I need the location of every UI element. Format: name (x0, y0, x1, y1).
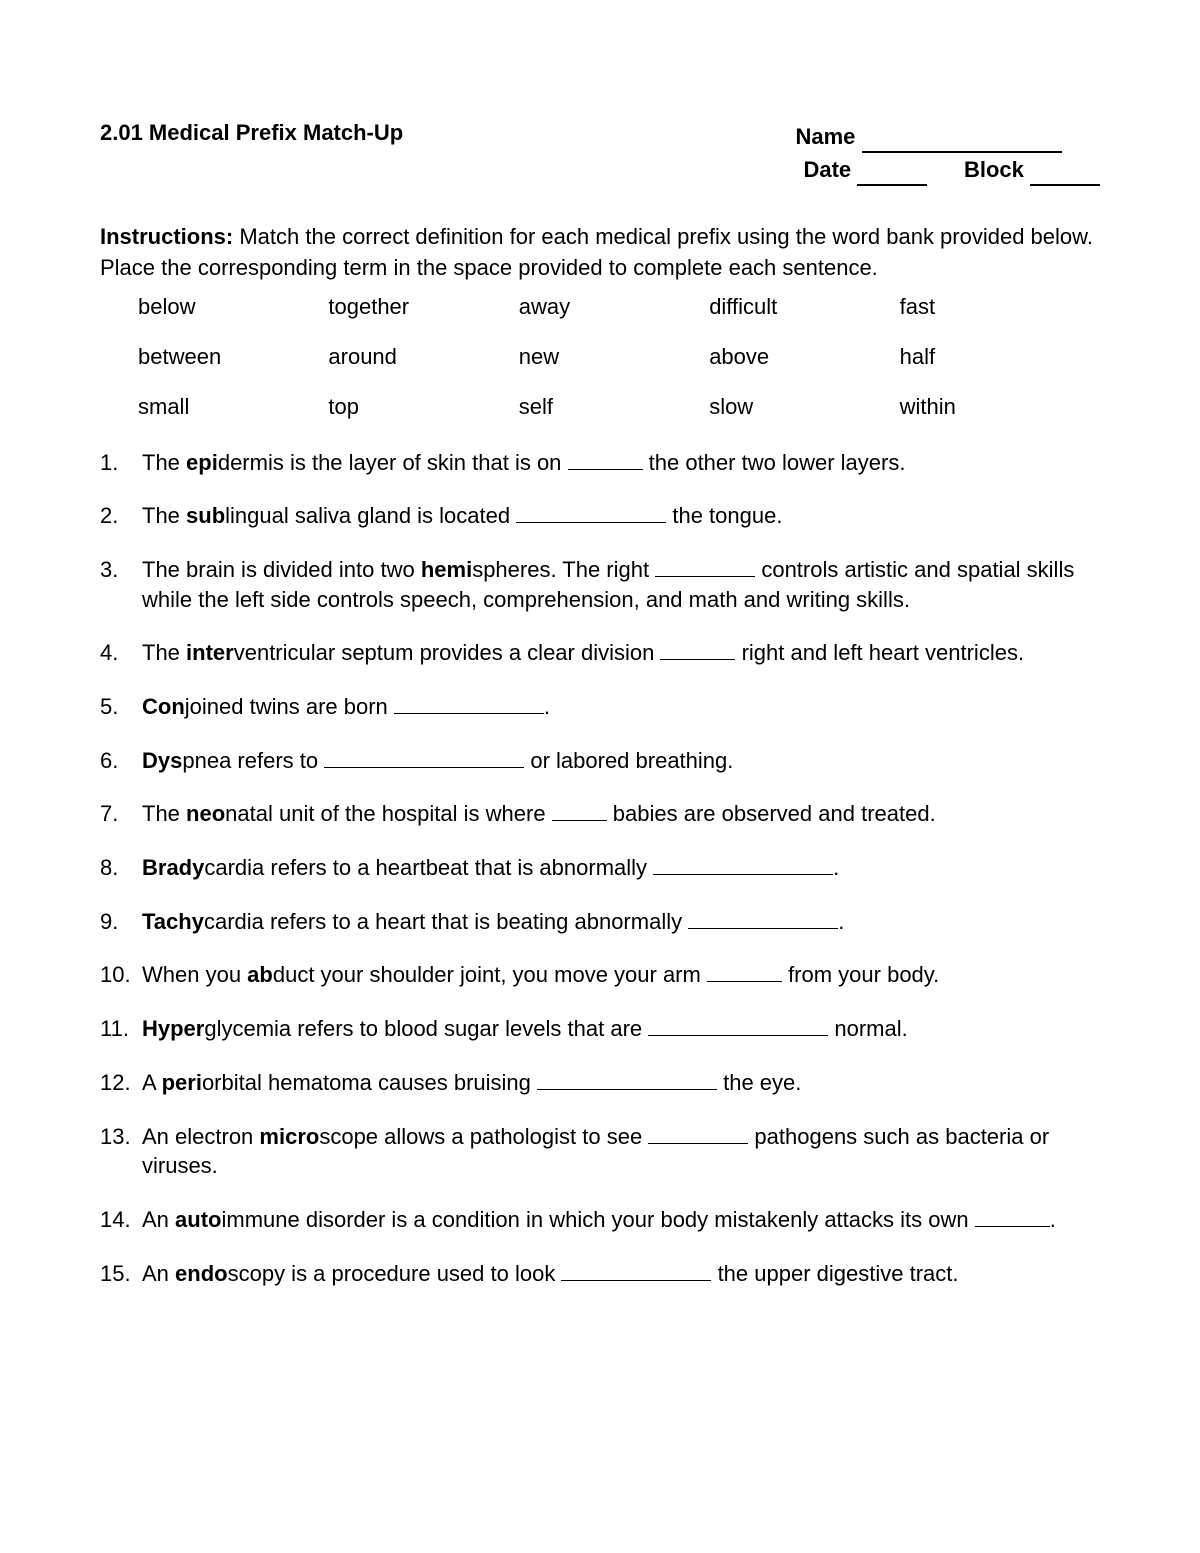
date-input-line[interactable] (857, 184, 927, 186)
word-bank-item: below (138, 294, 318, 320)
prefix-bold: inter (186, 640, 234, 665)
word-bank-item: top (328, 394, 508, 420)
header-row: 2.01 Medical Prefix Match-Up Name Date B… (100, 120, 1100, 186)
date-block-row: Date Block (803, 153, 1100, 186)
question-1: The epidermis is the layer of skin that … (100, 448, 1100, 478)
word-bank-item: new (519, 344, 699, 370)
word-bank-item: away (519, 294, 699, 320)
prefix-bold: micro (259, 1124, 319, 1149)
word-bank-item: slow (709, 394, 889, 420)
question-13: An electron microscope allows a patholog… (100, 1122, 1100, 1181)
name-row: Name (795, 120, 1100, 153)
answer-blank[interactable] (707, 981, 782, 982)
question-8: Bradycardia refers to a heartbeat that i… (100, 853, 1100, 883)
answer-blank[interactable] (653, 874, 833, 875)
block-input-line[interactable] (1030, 184, 1100, 186)
prefix-bold: neo (186, 801, 225, 826)
answer-blank[interactable] (568, 469, 643, 470)
prefix-bold: hemi (421, 557, 472, 582)
instructions-label: Instructions: (100, 224, 233, 249)
question-5: Conjoined twins are born . (100, 692, 1100, 722)
prefix-bold: Dys (142, 748, 182, 773)
worksheet-page: 2.01 Medical Prefix Match-Up Name Date B… (0, 0, 1200, 1553)
answer-blank[interactable] (648, 1035, 828, 1036)
prefix-bold: epi (186, 450, 218, 475)
word-bank-item: between (138, 344, 318, 370)
question-9: Tachycardia refers to a heart that is be… (100, 907, 1100, 937)
question-6: Dyspnea refers to or labored breathing. (100, 746, 1100, 776)
question-15: An endoscopy is a procedure used to look… (100, 1259, 1100, 1289)
block-label: Block (964, 157, 1024, 182)
question-10: When you abduct your shoulder joint, you… (100, 960, 1100, 990)
word-bank-item: together (328, 294, 508, 320)
worksheet-title: 2.01 Medical Prefix Match-Up (100, 120, 403, 146)
prefix-bold: endo (175, 1261, 228, 1286)
prefix-bold: Hyper (142, 1016, 204, 1041)
question-7: The neonatal unit of the hospital is whe… (100, 799, 1100, 829)
word-bank-item: small (138, 394, 318, 420)
date-label: Date (803, 157, 851, 182)
word-bank-item: fast (900, 294, 1080, 320)
question-4: The interventricular septum provides a c… (100, 638, 1100, 668)
answer-blank[interactable] (537, 1089, 717, 1090)
questions-list: The epidermis is the layer of skin that … (100, 448, 1100, 1289)
answer-blank[interactable] (655, 576, 755, 577)
instructions: Instructions: Match the correct definiti… (100, 222, 1100, 284)
prefix-bold: Tachy (142, 909, 204, 934)
question-2: The sublingual saliva gland is located t… (100, 501, 1100, 531)
answer-blank[interactable] (561, 1280, 711, 1281)
word-bank-item: half (900, 344, 1080, 370)
answer-blank[interactable] (324, 767, 524, 768)
name-date-block: Name Date Block (795, 120, 1100, 186)
word-bank-item: within (900, 394, 1080, 420)
name-label: Name (795, 124, 855, 149)
question-11: Hyperglycemia refers to blood sugar leve… (100, 1014, 1100, 1044)
answer-blank[interactable] (975, 1226, 1050, 1227)
word-bank-item: around (328, 344, 508, 370)
question-3: The brain is divided into two hemisphere… (100, 555, 1100, 614)
prefix-bold: Brady (142, 855, 204, 880)
answer-blank[interactable] (688, 928, 838, 929)
prefix-bold: Con (142, 694, 185, 719)
answer-blank[interactable] (660, 659, 735, 660)
answer-blank[interactable] (516, 522, 666, 523)
answer-blank[interactable] (552, 820, 607, 821)
word-bank-item: difficult (709, 294, 889, 320)
word-bank-item: above (709, 344, 889, 370)
prefix-bold: auto (175, 1207, 221, 1232)
question-12: A periorbital hematoma causes bruising t… (100, 1068, 1100, 1098)
answer-blank[interactable] (648, 1143, 748, 1144)
instructions-text: Match the correct definition for each me… (100, 224, 1093, 280)
prefix-bold: ab (247, 962, 273, 987)
question-14: An autoimmune disorder is a condition in… (100, 1205, 1100, 1235)
prefix-bold: peri (162, 1070, 202, 1095)
word-bank: below together away difficult fast betwe… (138, 294, 1080, 420)
prefix-bold: sub (186, 503, 225, 528)
answer-blank[interactable] (394, 713, 544, 714)
word-bank-item: self (519, 394, 699, 420)
